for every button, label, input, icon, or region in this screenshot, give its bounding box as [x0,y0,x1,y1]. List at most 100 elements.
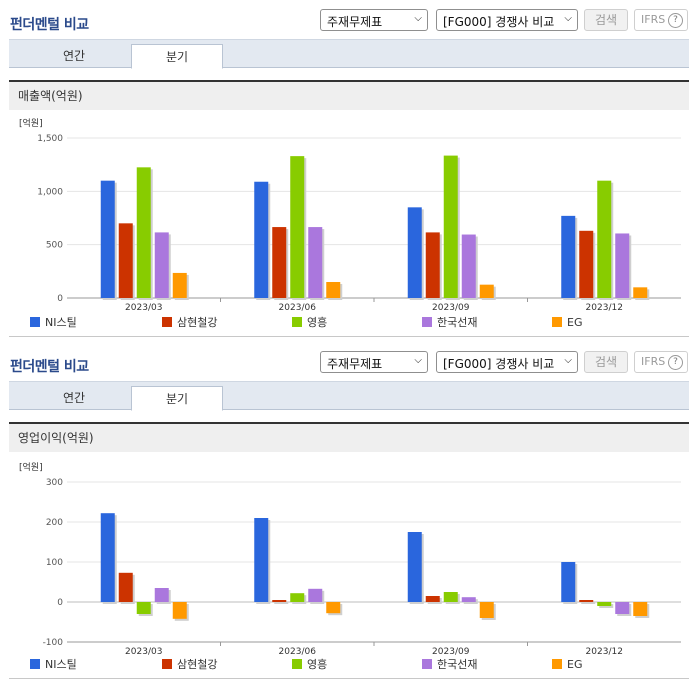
legend-item[interactable]: 삼현철강 [162,658,217,672]
compare-select-value: [FG000] 경쟁사 비교 [443,357,555,371]
bar [407,532,422,602]
tab-quarterly[interactable]: 분기 [131,44,223,69]
y-tick-label: 500 [46,241,63,251]
bar [561,215,576,298]
statement-select-value: 주재무제표 [327,357,383,371]
legend-item[interactable]: EG [552,316,582,330]
legend-label: 삼현철강 [177,658,218,671]
legend-label: NI스틸 [45,658,77,671]
bar [561,562,576,602]
bar [100,180,115,298]
x-tick-label: 2023/06 [279,303,317,313]
x-tick-label: 2023/06 [279,647,317,656]
x-tick-label: 2023/09 [432,647,470,656]
bar [461,597,476,602]
chart-legend: NI스틸 삼현철강 영흥 한국선재 EG [30,658,670,672]
bar [443,592,458,602]
x-tick-label: 2023/03 [125,303,162,313]
legend-swatch [30,659,40,669]
legend-item[interactable]: NI스틸 [30,316,77,330]
search-button[interactable]: 검색 [584,351,628,373]
help-icon[interactable]: ? [668,13,683,28]
compare-select[interactable]: [FG000] 경쟁사 비교 ⌵ [436,351,578,373]
ifrs-button[interactable]: IFRS? [634,351,688,373]
compare-select[interactable]: [FG000] 경쟁사 비교 ⌵ [436,9,578,31]
bar [443,155,458,298]
legend-item[interactable]: 영흥 [292,658,327,672]
y-tick-label: 0 [57,294,63,304]
panel-title: 펀더멘털 비교 [10,359,89,375]
panel-title: 펀더멘털 비교 [10,17,89,33]
legend-item[interactable]: EG [552,658,582,672]
bar [154,232,169,298]
y-tick-label: -100 [43,638,64,648]
divider [9,336,689,337]
legend-label: 한국선재 [437,658,478,671]
legend-item[interactable]: 한국선재 [422,658,477,672]
x-tick-label: 2023/12 [586,303,623,313]
y-tick-label: 1,000 [37,187,63,197]
bar [615,233,630,298]
bar [579,230,594,298]
bar [597,602,612,606]
x-tick-label: 2023/09 [432,303,470,313]
bar [290,156,305,298]
bar [172,272,187,298]
bar [272,227,287,298]
legend-swatch [422,317,432,327]
legend-swatch [162,317,172,327]
legend-swatch [552,659,562,669]
bar [633,287,648,298]
y-tick-label: 0 [57,598,63,608]
bar [154,588,169,602]
bar [633,602,648,616]
bar [118,572,133,602]
bar [172,602,187,619]
legend-label: 삼현철강 [177,316,218,329]
revenue-panel: 펀더멘털 비교 주재무제표 ⌵ [FG000] 경쟁사 비교 ⌵ 검색 IFRS? … [9,9,689,337]
y-tick-label: 300 [46,478,63,488]
bar [272,600,287,602]
tab-annual[interactable]: 연간 [62,391,86,405]
legend-label: EG [567,316,583,329]
bar [308,588,323,602]
legend-swatch [292,659,302,669]
unit-label: [억원] [19,461,43,473]
ifrs-label: IFRS [641,13,666,26]
legend-label: 한국선재 [437,316,478,329]
search-button[interactable]: 검색 [584,9,628,31]
metric-label: 매출액(억원) [9,80,689,110]
bar [479,602,494,618]
statement-select[interactable]: 주재무제표 ⌵ [320,9,428,31]
compare-select-value: [FG000] 경쟁사 비교 [443,15,555,29]
legend-item[interactable]: NI스틸 [30,658,77,672]
bar-shadow [274,602,289,604]
tab-annual[interactable]: 연간 [62,49,86,63]
legend-label: 영흥 [307,316,328,329]
bar [326,282,341,298]
legend-swatch [422,659,432,669]
revenue-chart: [억원] 0 500 1,000 1,500 2023/03 2023/06 2023/09 2… [19,117,681,313]
ifrs-label: IFRS [641,355,666,368]
bar [425,596,440,602]
bar-shadow [581,602,596,604]
bar [290,593,305,602]
legend-item[interactable]: 한국선재 [422,316,477,330]
bar [579,600,594,602]
bar [254,518,269,602]
legend-swatch [552,317,562,327]
y-tick-label: 1,500 [37,134,63,144]
legend-label: EG [567,658,583,671]
tab-quarterly[interactable]: 분기 [131,386,223,411]
ifrs-button[interactable]: IFRS? [634,9,688,31]
legend-item[interactable]: 영흥 [292,316,327,330]
period-tabs: 연간 분기 [9,381,689,411]
legend-item[interactable]: 삼현철강 [162,316,217,330]
chevron-down-icon: ⌵ [414,13,422,24]
legend-swatch [162,659,172,669]
statement-select[interactable]: 주재무제표 ⌵ [320,351,428,373]
y-tick-label: 200 [46,518,63,528]
period-tabs: 연간 분기 [9,39,689,69]
help-icon[interactable]: ? [668,355,683,370]
x-tick-label: 2023/03 [125,647,162,656]
